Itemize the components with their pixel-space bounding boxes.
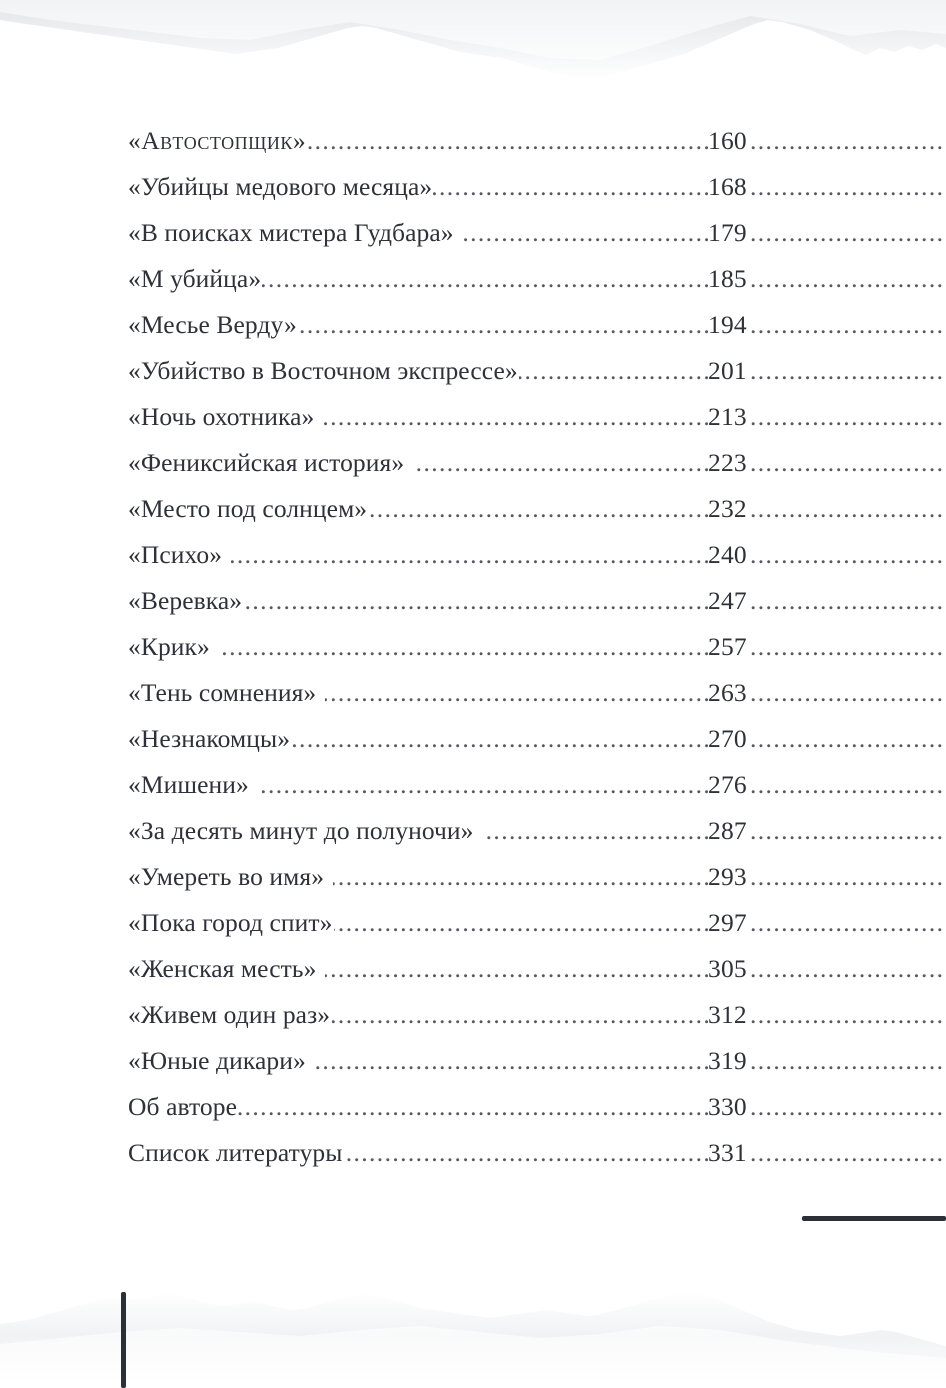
toc-entry[interactable]: ........................................… xyxy=(0,1084,946,1130)
toc-entry-title: «Месье Верду» xyxy=(128,302,298,348)
toc-entry[interactable]: ........................................… xyxy=(0,624,946,670)
toc-entry-title: «Живем один раз» xyxy=(128,992,332,1038)
toc-entry-title: «Веревка» xyxy=(128,578,244,624)
toc-entry-title: «В поисках мистера Гудбара» xyxy=(128,210,463,256)
toc-entry[interactable]: ........................................… xyxy=(0,394,946,440)
bottom-left-vertical-rule xyxy=(121,1292,126,1388)
toc-entry-page-number: 263 xyxy=(708,670,747,716)
toc-entry[interactable]: ........................................… xyxy=(0,854,946,900)
toc-entry[interactable]: ........................................… xyxy=(0,946,946,992)
toc-entry-title: «Фениксийская история» xyxy=(128,440,414,486)
toc-entry[interactable]: ........................................… xyxy=(0,348,946,394)
toc-entry[interactable]: ........................................… xyxy=(0,808,946,854)
toc-entry-title: «Умереть во имя» xyxy=(128,854,334,900)
toc-entry-title: «М убийца» xyxy=(128,256,263,302)
toc-entry[interactable]: ........................................… xyxy=(0,118,946,164)
toc-entry-title: «Незнакомцы» xyxy=(128,716,292,762)
toc-entry[interactable]: ........................................… xyxy=(0,1038,946,1084)
toc-leader-dots: ........................................… xyxy=(128,632,946,661)
toc-entry-title: «Психо» xyxy=(128,532,232,578)
toc-entry[interactable]: ........................................… xyxy=(0,532,946,578)
toc-entry-page-number: 247 xyxy=(708,578,747,624)
toc-entry-page-number: 305 xyxy=(708,946,747,992)
toc-entry[interactable]: ........................................… xyxy=(0,900,946,946)
toc-entry[interactable]: ........................................… xyxy=(0,302,946,348)
toc-entry-title: «Ночь охотника» xyxy=(128,394,324,440)
toc-entry[interactable]: ........................................… xyxy=(0,762,946,808)
toc-entry-page-number: 240 xyxy=(708,532,747,578)
toc-entry-title: «Тень сомнения» xyxy=(128,670,326,716)
toc-entry-page-number: 168 xyxy=(708,164,747,210)
toc-entry-title: «За десять минут до полуночи» xyxy=(128,808,483,854)
toc-entry-title: «Крик» xyxy=(128,624,219,670)
toc-entry-page-number: 330 xyxy=(708,1084,747,1130)
toc-entry-page-number: 270 xyxy=(708,716,747,762)
toc-entry-page-number: 287 xyxy=(708,808,747,854)
toc-leader-dots: ........................................… xyxy=(128,770,946,799)
toc-entry-page-number: 276 xyxy=(708,762,747,808)
table-of-contents: ........................................… xyxy=(0,118,946,1176)
toc-entry-title: «Автостопщик» xyxy=(128,118,308,164)
toc-entry-page-number: 312 xyxy=(708,992,747,1038)
toc-leader-dots: ........................................… xyxy=(128,540,946,569)
toc-entry-title: «Женская месть» xyxy=(128,946,326,992)
toc-entry[interactable]: ........................................… xyxy=(0,992,946,1038)
toc-entry-page-number: 194 xyxy=(708,302,747,348)
toc-entry[interactable]: ........................................… xyxy=(0,578,946,624)
toc-entry-page-number: 297 xyxy=(708,900,747,946)
toc-entry[interactable]: ........................................… xyxy=(0,210,946,256)
bottom-right-horizontal-rule xyxy=(802,1216,946,1221)
toc-entry[interactable]: ........................................… xyxy=(0,486,946,532)
toc-entry-page-number: 232 xyxy=(708,486,747,532)
toc-entry-page-number: 185 xyxy=(708,256,747,302)
toc-entry-page-number: 257 xyxy=(708,624,747,670)
toc-entry[interactable]: ........................................… xyxy=(0,670,946,716)
toc-entry-page-number: 213 xyxy=(708,394,747,440)
toc-entry-title: «Юные дикари» xyxy=(128,1038,315,1084)
torn-paper-edge-top-icon xyxy=(0,0,946,80)
toc-entry-page-number: 201 xyxy=(708,348,747,394)
toc-entry-title: «Мишени» xyxy=(128,762,258,808)
toc-entry[interactable]: ........................................… xyxy=(0,164,946,210)
toc-entry[interactable]: ........................................… xyxy=(0,716,946,762)
toc-entry[interactable]: ........................................… xyxy=(0,440,946,486)
toc-leader-dots: ........................................… xyxy=(128,264,946,293)
torn-paper-edge-bottom-icon xyxy=(0,1292,946,1388)
toc-leader-dots: ........................................… xyxy=(128,1092,946,1121)
toc-entry-page-number: 319 xyxy=(708,1038,747,1084)
toc-entry-title: Об авторе xyxy=(128,1084,239,1130)
toc-entry-title: «Убийцы медового месяца» xyxy=(128,164,434,210)
toc-entry-page-number: 293 xyxy=(708,854,747,900)
toc-entry-page-number: 179 xyxy=(708,210,747,256)
toc-entry-title: «Убийство в Восточном экспрессе» xyxy=(128,348,519,394)
toc-entry-page-number: 160 xyxy=(708,118,747,164)
toc-leader-dots: ........................................… xyxy=(128,586,946,615)
toc-entry[interactable]: ........................................… xyxy=(0,256,946,302)
toc-entry-title: «Место под солнцем» xyxy=(128,486,369,532)
toc-entry-page-number: 223 xyxy=(708,440,747,486)
toc-entry[interactable]: ........................................… xyxy=(0,1130,946,1176)
toc-entry-page-number: 331 xyxy=(708,1130,747,1176)
toc-entry-title: «Пока город спит» xyxy=(128,900,334,946)
toc-entry-title: Список литературы xyxy=(128,1130,344,1176)
